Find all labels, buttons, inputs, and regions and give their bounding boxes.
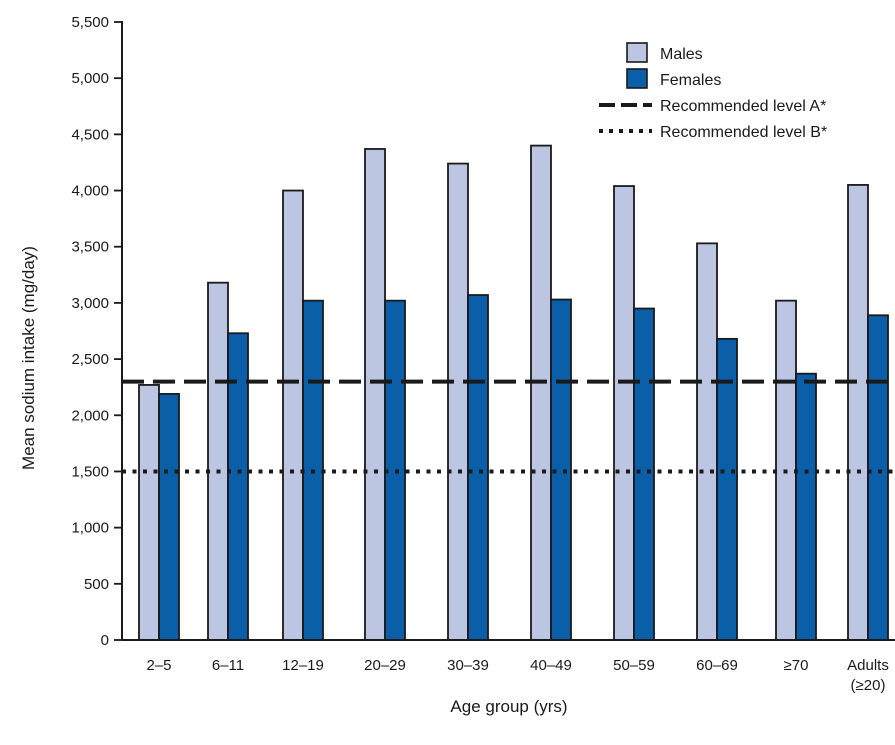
reference-lines-layer bbox=[122, 379, 895, 474]
legend-swatch-males bbox=[626, 42, 648, 63]
x-tick-label: Adults (≥20) bbox=[847, 657, 889, 694]
y-tick-label: 2,000 bbox=[71, 407, 109, 424]
x-tick-label: 40–49 bbox=[530, 657, 572, 674]
bar-females-adults-20 bbox=[867, 314, 889, 641]
y-tick-label: 500 bbox=[84, 576, 109, 593]
x-tick-label: 20–29 bbox=[364, 657, 406, 674]
bar-males-40-49 bbox=[530, 144, 552, 641]
axes-layer bbox=[121, 21, 895, 641]
y-tick-label: 0 bbox=[101, 632, 109, 649]
y-tick-label: 3,000 bbox=[71, 295, 109, 312]
x-tick-label: ≥70 bbox=[784, 657, 809, 674]
legend: Males Females Recommended level A* Recommen… bbox=[599, 42, 827, 141]
bars-layer bbox=[138, 144, 889, 641]
legend-label-males: Males bbox=[660, 46, 703, 63]
bar-females-70 bbox=[795, 372, 817, 641]
legend-label-recommended-level-a: Recommended level A* bbox=[660, 98, 826, 115]
bar-males-60-69 bbox=[696, 242, 718, 641]
y-tick-label: 4,500 bbox=[71, 126, 109, 143]
x-tick-label: 6–11 bbox=[212, 657, 244, 674]
bar-males-6-11 bbox=[207, 281, 229, 641]
y-tick-label: 1,500 bbox=[71, 463, 109, 480]
x-axis-title: Age group (yrs) bbox=[450, 697, 567, 716]
y-tick-label: 3,500 bbox=[71, 239, 109, 256]
y-tick-label: 5,500 bbox=[71, 14, 109, 31]
y-tick-label: 1,000 bbox=[71, 520, 109, 537]
bar-males-30-39 bbox=[447, 162, 469, 641]
x-tick-label: 2–5 bbox=[146, 657, 171, 674]
bar-males-2-5 bbox=[138, 384, 160, 641]
bar-females-2-5 bbox=[158, 393, 180, 641]
bar-females-6-11 bbox=[227, 332, 249, 641]
x-tick-label: 12–19 bbox=[282, 657, 324, 674]
y-tick-label: 4,000 bbox=[71, 183, 109, 200]
x-tick-label: 60–69 bbox=[696, 657, 738, 674]
y-tick-label: 5,000 bbox=[71, 70, 109, 87]
y-tick-label: 2,500 bbox=[71, 351, 109, 368]
bar-males-12-19 bbox=[282, 189, 304, 641]
bar-males-adults-20 bbox=[847, 184, 869, 641]
legend-swatch-females bbox=[626, 68, 648, 89]
y-tick-labels: 0 500 1,000 1,500 2,000 2,500 3,000 3,500 4,000 4… bbox=[71, 14, 122, 649]
legend-label-recommended-level-b: Recommended level B* bbox=[660, 124, 827, 141]
bar-females-30-39 bbox=[467, 294, 489, 641]
bar-males-20-29 bbox=[364, 148, 386, 641]
legend-label-females: Females bbox=[660, 72, 721, 89]
x-tick-label: 30–39 bbox=[447, 657, 489, 674]
y-axis-title: Mean sodium intake (mg/day) bbox=[19, 246, 38, 470]
bar-females-50-59 bbox=[633, 307, 655, 641]
x-tick-label: 50–59 bbox=[613, 657, 655, 674]
bar-females-60-69 bbox=[716, 337, 738, 641]
x-tick-labels: 2–5 6–11 12–19 20–29 30–39 40–49 50–59 60–69 ≥70… bbox=[146, 657, 888, 694]
bar-males-50-59 bbox=[613, 185, 635, 641]
